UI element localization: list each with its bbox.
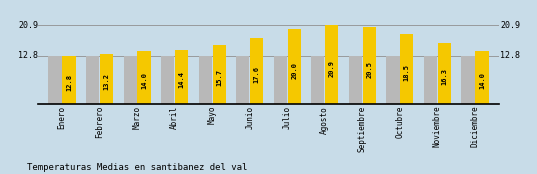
Text: 20.5: 20.5 [366, 61, 372, 78]
Bar [288, 29, 301, 104]
Bar [387, 56, 400, 104]
Text: 16.3: 16.3 [441, 68, 447, 85]
Bar [250, 38, 263, 104]
Bar [311, 56, 324, 104]
Text: 20.9: 20.9 [329, 60, 335, 77]
Text: 15.7: 15.7 [216, 69, 222, 86]
Text: 12.8: 12.8 [66, 74, 72, 91]
Bar [124, 56, 137, 104]
Text: 14.0: 14.0 [479, 72, 485, 89]
Bar [424, 56, 437, 104]
Bar [349, 56, 362, 104]
Text: 20.9: 20.9 [500, 21, 520, 30]
Text: 20.9: 20.9 [18, 21, 38, 30]
Bar [236, 56, 249, 104]
Text: 14.4: 14.4 [179, 71, 185, 88]
Text: 20.0: 20.0 [291, 62, 297, 79]
Bar [86, 56, 99, 104]
Bar [100, 54, 113, 104]
Bar [137, 52, 150, 104]
Bar [438, 43, 451, 104]
Text: 12.8: 12.8 [18, 52, 38, 60]
Bar [161, 56, 175, 104]
Bar [325, 25, 338, 104]
Bar [175, 50, 188, 104]
Bar [48, 56, 62, 104]
Text: Temperaturas Medias en santibanez del val: Temperaturas Medias en santibanez del va… [27, 163, 247, 172]
Bar [213, 45, 226, 104]
Bar [362, 27, 376, 104]
Bar [461, 56, 475, 104]
Bar [62, 56, 76, 104]
Bar [400, 34, 413, 104]
Bar [475, 52, 489, 104]
Text: 17.6: 17.6 [253, 66, 260, 83]
Bar [274, 56, 287, 104]
Text: 12.8: 12.8 [500, 52, 520, 60]
Text: 14.0: 14.0 [141, 72, 147, 89]
Text: 13.2: 13.2 [104, 73, 110, 90]
Text: 18.5: 18.5 [404, 64, 410, 81]
Bar [199, 56, 212, 104]
